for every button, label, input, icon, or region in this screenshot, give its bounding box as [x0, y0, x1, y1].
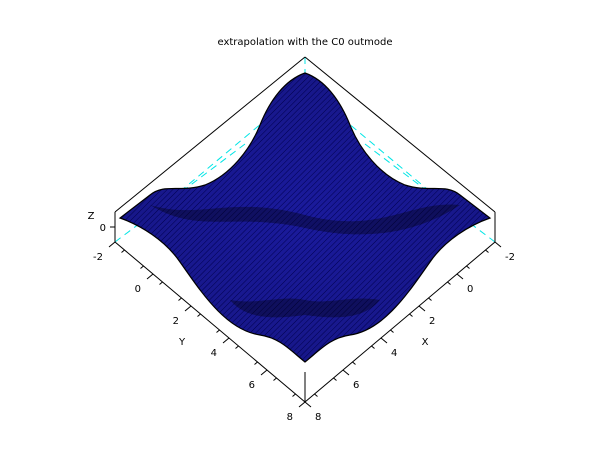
x-minor-tick: [409, 313, 413, 317]
y-tick-label: 2: [173, 316, 179, 327]
x-tick: [494, 241, 502, 248]
surface: [118, 72, 492, 363]
y-minor-tick: [216, 329, 220, 333]
y-minor-tick: [235, 345, 239, 349]
x-minor-tick: [466, 265, 470, 269]
x-tick: [418, 305, 426, 312]
x-minor-tick: [352, 361, 356, 365]
chart-title: extrapolation with the C0 outmode: [217, 37, 392, 48]
y-minor-tick: [178, 297, 182, 301]
y-minor-tick: [159, 281, 163, 285]
surface-valley-shade: [230, 298, 380, 318]
x-axis-label: X: [422, 337, 429, 348]
y-tick: [184, 305, 192, 312]
z-axis-label: Z: [88, 211, 95, 222]
y-minor-tick: [121, 249, 125, 253]
x-tick-label: 0: [467, 284, 473, 295]
x-tick-label: 6: [353, 380, 359, 391]
x-tick-label: 2: [429, 316, 435, 327]
y-tick-label: 8: [287, 412, 293, 423]
x-tick: [456, 273, 464, 280]
y-tick-label: 4: [211, 348, 217, 359]
x-tick-label: 4: [391, 348, 397, 359]
x-minor-tick: [333, 377, 337, 381]
y-tick-label: -2: [93, 252, 103, 263]
box-edge: [304, 56, 496, 213]
y-minor-tick: [273, 377, 277, 381]
y-axis: -2 0 2 4 6 8: [93, 241, 306, 423]
y-tick: [222, 337, 230, 344]
y-axis-label: Y: [178, 337, 186, 348]
z-tick-label: 0: [100, 223, 106, 234]
z-axis: 0: [100, 223, 115, 234]
y-minor-tick: [140, 265, 144, 269]
box-edge: [304, 241, 496, 403]
y-tick: [108, 241, 116, 248]
surface-valley-shade: [150, 204, 460, 235]
box-edge: [114, 56, 306, 213]
x-tick-label: -2: [505, 252, 515, 263]
box-edges: [114, 56, 496, 403]
x-minor-tick: [428, 297, 432, 301]
box-edge: [114, 241, 306, 403]
x-minor-tick: [371, 345, 375, 349]
x-minor-tick: [314, 393, 318, 397]
y-minor-tick: [292, 393, 296, 397]
y-tick: [298, 401, 306, 408]
x-tick: [342, 369, 350, 376]
x-tick: [304, 401, 312, 408]
y-tick-label: 0: [135, 284, 141, 295]
x-minor-tick: [390, 329, 394, 333]
x-tick-label: 8: [315, 412, 321, 423]
x-tick: [380, 337, 388, 344]
y-tick-label: 6: [249, 380, 255, 391]
x-axis: -2 0 2 4 6 8: [304, 241, 515, 423]
y-tick: [260, 369, 268, 376]
surface-shading: [120, 73, 490, 362]
x-minor-tick: [485, 249, 489, 253]
x-minor-tick: [447, 281, 451, 285]
y-minor-tick: [254, 361, 258, 365]
y-tick: [146, 273, 154, 280]
y-minor-tick: [197, 313, 201, 317]
